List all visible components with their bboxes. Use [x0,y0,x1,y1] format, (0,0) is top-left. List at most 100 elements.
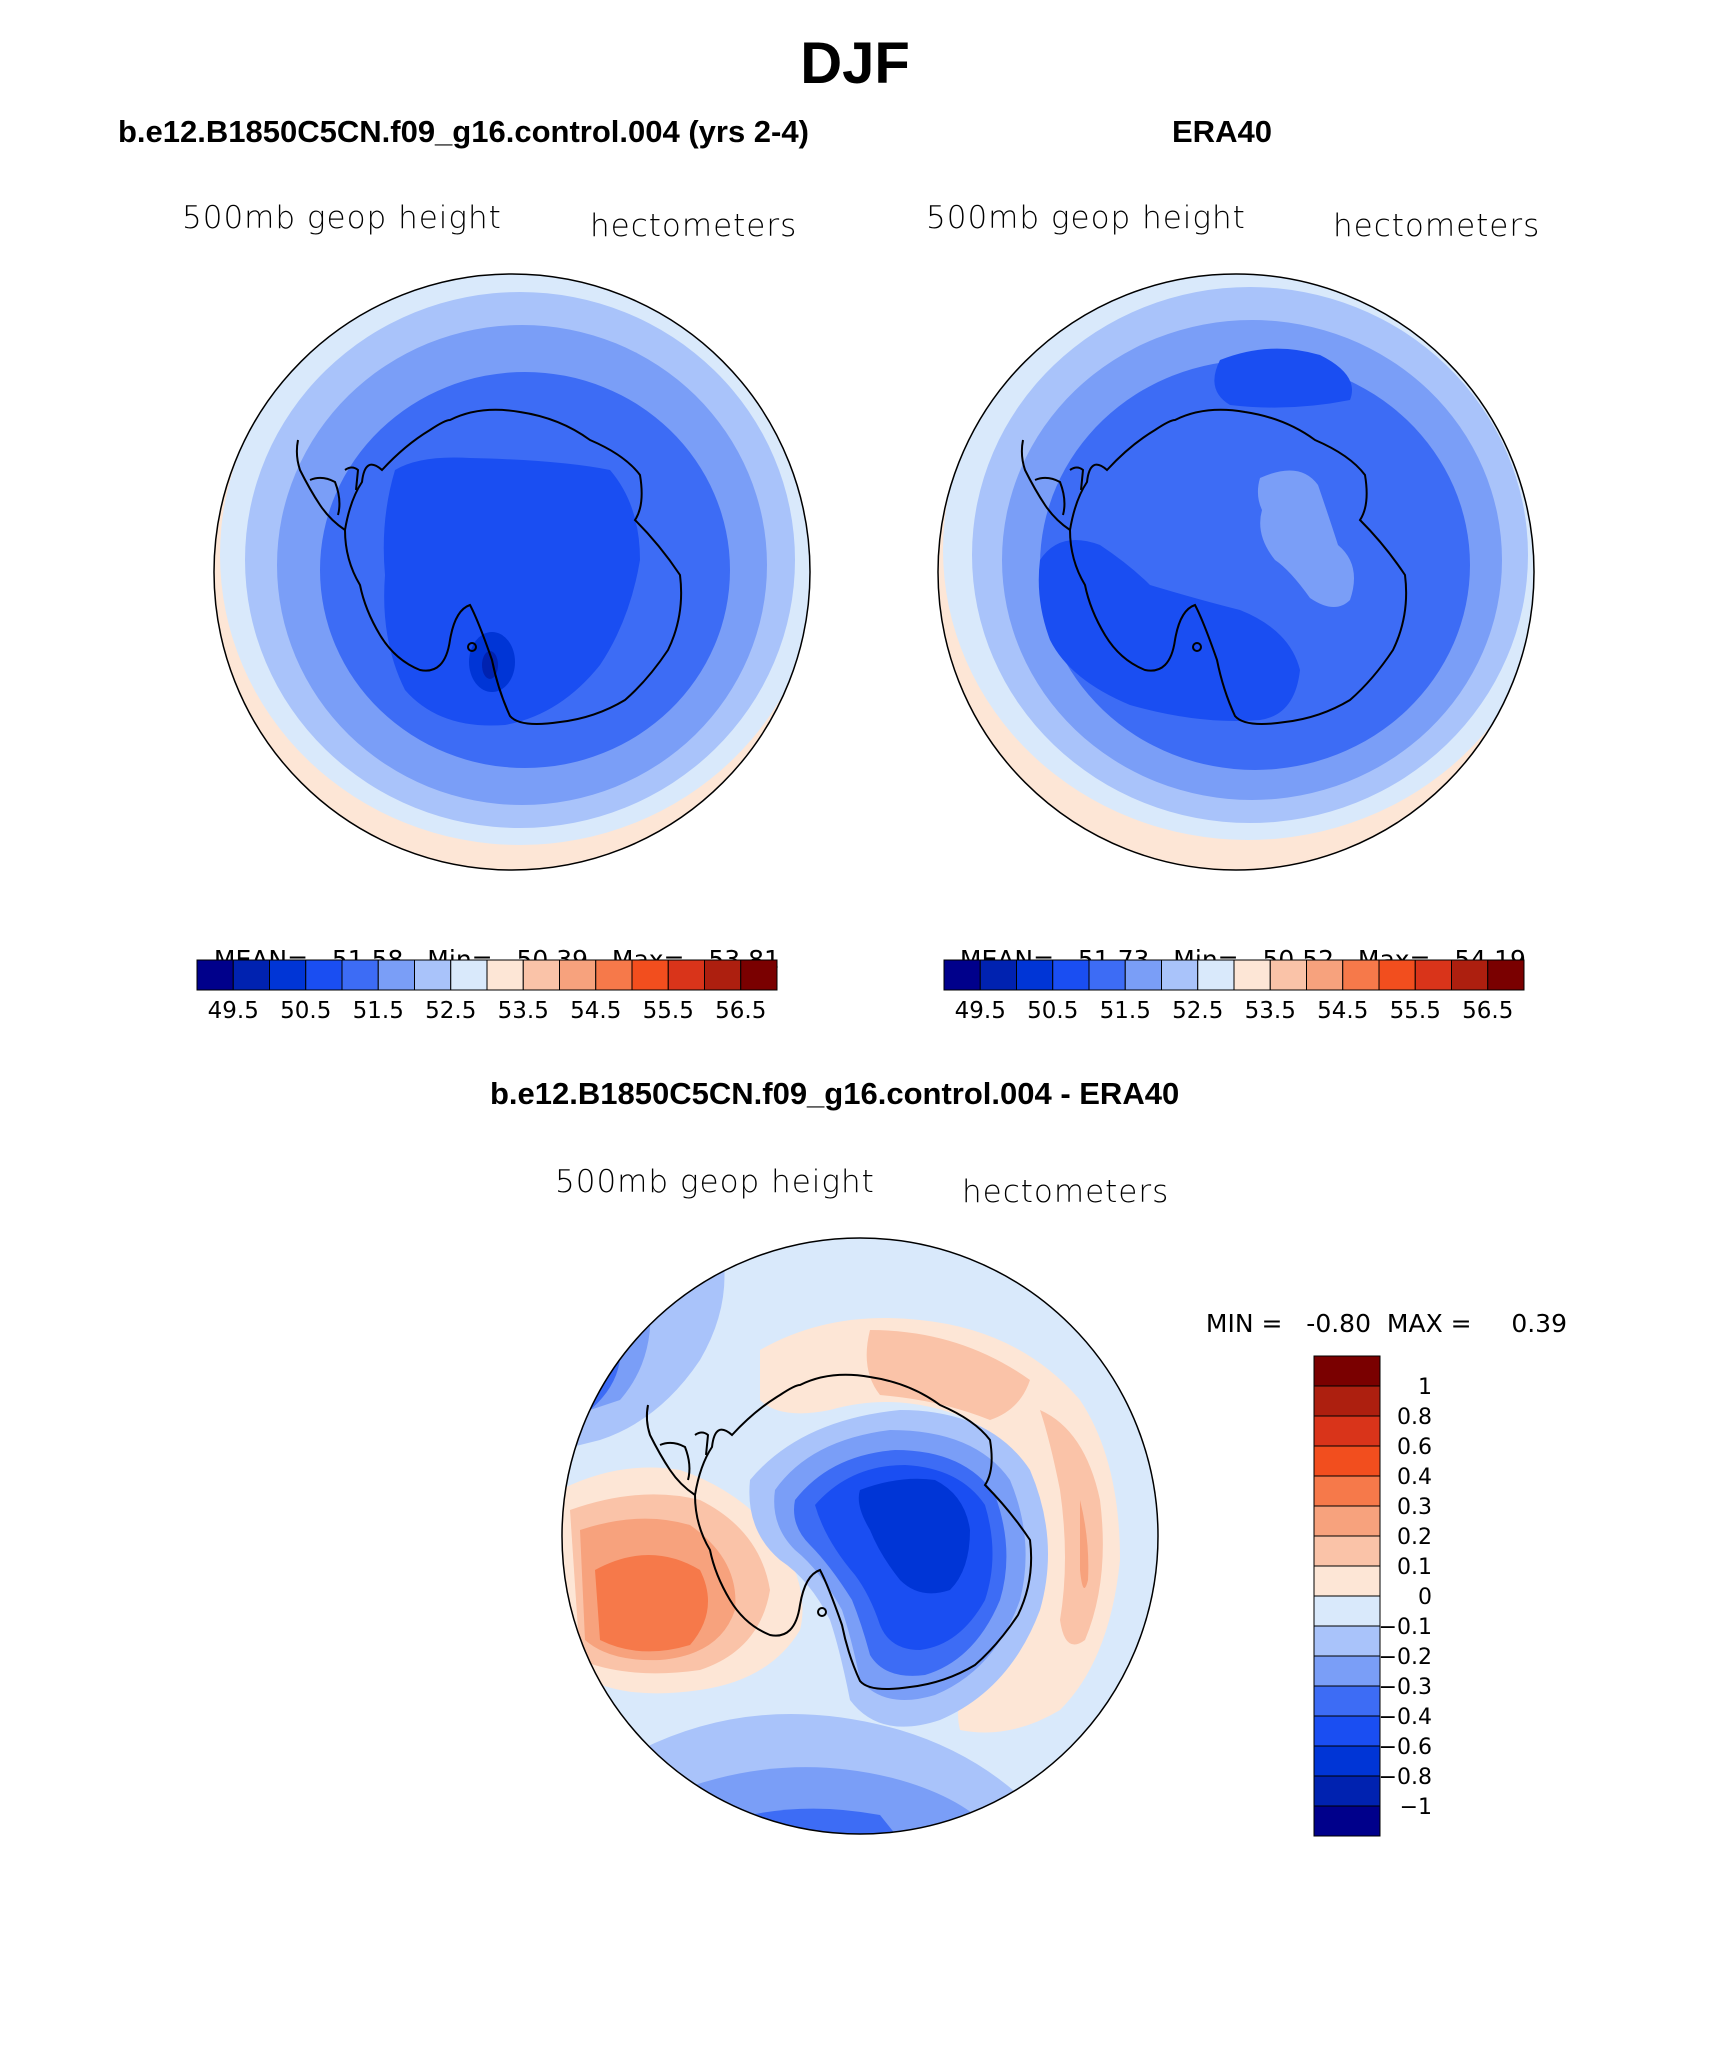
diff-colorbar-tick-label: 0.1 [1397,1555,1432,1580]
obs-colorbar-tick-label: 52.5 [1172,998,1223,1024]
diff-colorbar-box [1313,1475,1381,1507]
obs-colorbar-box [1451,959,1489,991]
diff-colorbar-tick-label: −0.3 [1379,1675,1432,1700]
diff-colorbar-box [1313,1505,1381,1537]
obs-map-border [937,273,1535,871]
diff-colorbar-tick-label: −0.2 [1379,1645,1432,1670]
model-colorbar-box [522,959,560,991]
obs-colorbar-box [1233,959,1271,991]
model-colorbar-box [559,959,597,991]
diff-colorbar-box [1313,1685,1381,1717]
model-colorbar-box [740,959,778,991]
obs-colorbar-tick-label: 49.5 [955,998,1006,1024]
obs-colorbar-box [1414,959,1452,991]
model-colorbar-box [341,959,379,991]
model-colorbar: 49.5 50.5 51.5 52.5 53.5 54.5 55.5 56.5 [196,959,778,1024]
obs-colorbar-box [1378,959,1416,991]
diff-colorbar-tick-label: 0.8 [1397,1405,1432,1430]
model-colorbar-tick-label: 54.5 [570,998,621,1024]
diff-colorbar-tick-label: 0.2 [1397,1525,1432,1550]
model-panel-title: b.e12.B1850C5CN.f09_g16.control.004 (yrs… [118,114,809,149]
model-colorbar-box [667,959,705,991]
obs-colorbar-box [1197,959,1235,991]
diff-max-value: 0.39 [1511,1309,1567,1338]
model-colorbar-box [704,959,742,991]
diff-band-0.2-ne [866,1330,1030,1420]
obs-colorbar-box [943,959,981,991]
obs-colorbar-box [1487,959,1525,991]
obs-colorbar-box [1052,959,1090,991]
diff-colorbar-box [1313,1715,1381,1747]
model-colorbar-box [631,959,669,991]
diff-colorbar-box [1313,1355,1381,1387]
diff-colorbar-tick-label: 0.6 [1397,1435,1432,1460]
model-colorbar-box [486,959,524,991]
model-colorbar-tick-label: 51.5 [353,998,404,1024]
obs-colorbar-box [979,959,1017,991]
model-colorbar-tick-label: 52.5 [425,998,476,1024]
page-title: DJF [800,31,910,96]
diff-band-neg0.6-c [858,1478,970,1594]
model-colorbar-box [232,959,270,991]
obs-colorbar-box [1269,959,1307,991]
model-colorbar-tick-label: 56.5 [715,998,766,1024]
diff-band-0.2-e [1040,1410,1103,1645]
diff-colorbar-box [1313,1595,1381,1627]
model-colorbar-tick-label: 53.5 [498,998,549,1024]
diff-field-label: 500mb geop height [555,1164,875,1200]
model-field-label: 500mb geop height [182,200,502,236]
diff-colorbar-tick-label: −0.6 [1379,1735,1432,1760]
diff-colorbar-tick-label: −1 [1400,1795,1432,1820]
model-units-label: hectometers [590,208,798,244]
diff-band-0.4-w [595,1555,708,1652]
diff-stats: MIN = -0.80 MAX = 0.39 [1190,1280,1567,1338]
diff-colorbar-box [1313,1655,1381,1687]
diff-colorbar-box [1313,1775,1381,1807]
diff-colorbar-tick-label: −0.8 [1379,1765,1432,1790]
model-colorbar-tick-label: 50.5 [280,998,331,1024]
diff-colorbar-tick-label: −0.4 [1379,1705,1432,1730]
obs-units-label: hectometers [1333,208,1541,244]
model-band-51.0 [383,457,640,726]
diff-panel-title: b.e12.B1850C5CN.f09_g16.control.004 - ER… [490,1076,1180,1111]
obs-colorbar-tick-label: 50.5 [1027,998,1078,1024]
model-coastline [295,408,683,725]
model-colorbar-box [305,959,343,991]
model-colorbar-box [450,959,488,991]
diff-colorbar-tick-label: 1 [1418,1375,1432,1400]
obs-colorbar-tick-label: 55.5 [1390,998,1441,1024]
diff-colorbar-tick-label: 0.4 [1397,1465,1432,1490]
model-colorbar-box [377,959,415,991]
obs-colorbar-box [1306,959,1344,991]
diff-colorbar: 1 0.8 0.6 0.4 0.3 0.2 0.1 0 −0.1 −0.2 −0.3 −0.4 −0.6… [1313,1355,1432,1837]
obs-colorbar-box [1088,959,1126,991]
obs-colorbar-box [1016,959,1054,991]
obs-band-52.0-interior [1257,470,1354,608]
diff-min-value: -0.80 [1306,1309,1371,1338]
model-colorbar-tick-label: 49.5 [208,998,259,1024]
obs-band-51.0 [1038,540,1300,721]
diff-units-label: hectometers [962,1174,1170,1210]
model-colorbar-tick-label: 55.5 [643,998,694,1024]
diff-colorbar-tick-label: −0.1 [1379,1615,1432,1640]
diff-map-border [561,1237,1159,1835]
diff-colorbar-tick-label: 0 [1418,1585,1432,1610]
obs-colorbar-box [1161,959,1199,991]
diff-colorbar-box [1313,1415,1381,1447]
model-colorbar-box [414,959,452,991]
diff-coastline [645,1373,1033,1690]
obs-colorbar: 49.5 50.5 51.5 52.5 53.5 54.5 55.5 56.5 [943,959,1525,1024]
diff-colorbar-box [1313,1805,1381,1837]
obs-colorbar-box [1342,959,1380,991]
obs-colorbar-tick-label: 51.5 [1100,998,1151,1024]
obs-colorbar-tick-label: 56.5 [1462,998,1513,1024]
diff-band-0.3-e [1080,1500,1089,1588]
diff-min-label: MIN = [1205,1309,1283,1338]
obs-band-51.0-north [1214,348,1352,408]
obs-colorbar-tick-label: 53.5 [1245,998,1296,1024]
model-colorbar-box [196,959,234,991]
obs-field-label: 500mb geop height [926,200,1246,236]
